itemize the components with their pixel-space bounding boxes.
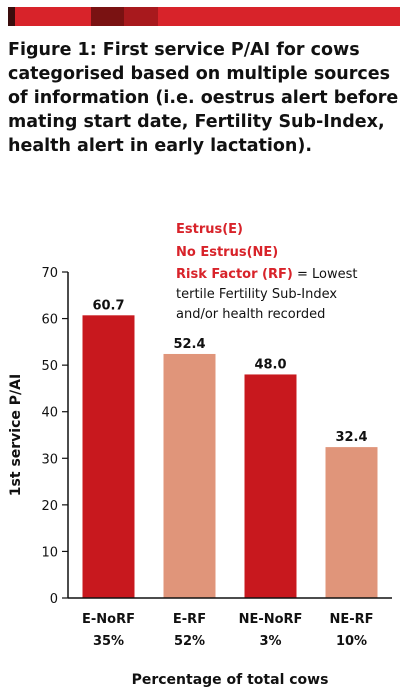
bar-value-label: 32.4 <box>335 430 367 445</box>
x-tick-label: E-NoRF <box>82 612 135 627</box>
bar-value-label: 60.7 <box>92 298 124 313</box>
y-tick-label: 40 <box>41 406 58 421</box>
y-axis-title: 1st service P/AI <box>8 374 24 496</box>
y-axis-ticks: 0 10 20 30 40 50 60 70 <box>41 266 68 607</box>
legend-risk-desc-3: and/or health recorded <box>176 307 325 322</box>
header-bar-segment <box>8 7 15 26</box>
legend-no-estrus: No Estrus(NE) <box>176 245 278 260</box>
y-tick-label: 70 <box>41 266 58 281</box>
y-tick-label: 30 <box>41 452 58 467</box>
legend-risk-desc-1: = Lowest <box>293 267 358 282</box>
legend-risk-factor: Risk Factor (RF) <box>176 267 293 282</box>
header-bar-segment <box>91 7 124 26</box>
bar-e-norf <box>82 315 135 598</box>
x-tick-label: NE-RF <box>329 612 373 627</box>
bar-ne-norf <box>244 374 297 598</box>
header-bar-segment <box>124 7 158 26</box>
bars: 60.7 52.4 48.0 32.4 <box>82 298 378 598</box>
bar-ne-rf <box>325 447 378 598</box>
legend: Estrus(E) No Estrus(NE) Risk Factor (RF)… <box>176 222 357 322</box>
x-tick-percentage: 3% <box>259 634 281 649</box>
x-tick-percentage: 10% <box>336 634 367 649</box>
y-tick-label: 50 <box>41 359 58 374</box>
legend-risk-factor-line: Risk Factor (RF) = Lowest <box>176 267 357 282</box>
header-color-bar <box>8 7 400 26</box>
x-tick-percentage: 52% <box>174 634 205 649</box>
x-tick-percentage: 35% <box>93 634 124 649</box>
y-tick-label: 60 <box>41 313 58 328</box>
bar-value-label: 52.4 <box>173 337 205 352</box>
x-tick-label: E-RF <box>173 612 206 627</box>
y-tick-label: 20 <box>41 499 58 514</box>
legend-risk-desc-2: tertile Fertility Sub-Index <box>176 287 337 302</box>
x-axis-title: Percentage of total cows <box>132 672 329 688</box>
y-tick-label: 10 <box>41 545 58 560</box>
bar-value-label: 48.0 <box>254 357 286 372</box>
figure-title: Figure 1: First service P/AI for cows ca… <box>8 40 399 156</box>
bar-e-rf <box>163 353 216 598</box>
legend-estrus: Estrus(E) <box>176 222 243 237</box>
x-axis-labels: E-NoRF 35% E-RF 52% NE-NoRF 3% NE-RF 10% <box>82 612 374 649</box>
x-tick-label: NE-NoRF <box>239 612 303 627</box>
y-tick-label: 0 <box>50 592 58 607</box>
